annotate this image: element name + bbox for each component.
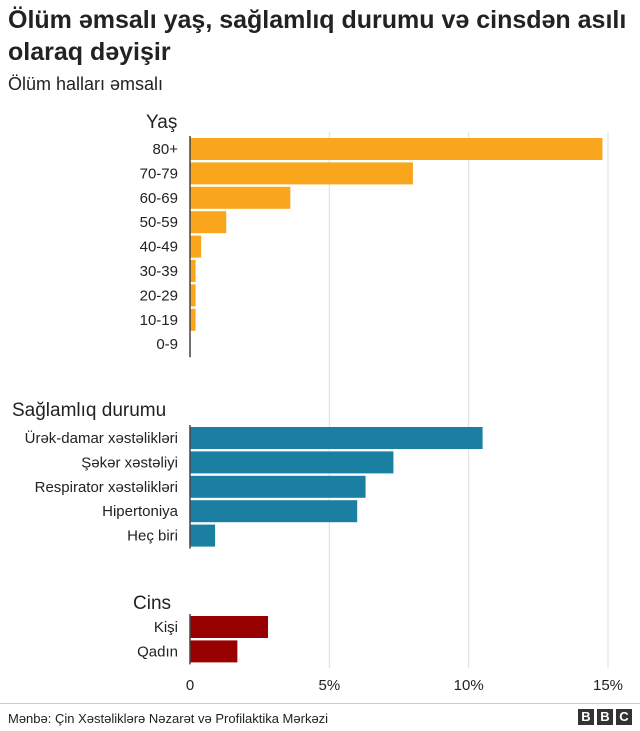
category-label: Respirator xəstəlikləri bbox=[35, 479, 178, 496]
footer-divider bbox=[0, 703, 640, 704]
category-label: 10-19 bbox=[140, 312, 178, 329]
source-note: Mənbə: Çin Xəstəliklərə Nəzarət və Profi… bbox=[8, 711, 329, 726]
x-tick-label: 0 bbox=[186, 677, 194, 694]
bar-chart: Yaş 80+ 70-79 60-69 50-59 40-49 30-39 20-29 10-1… bbox=[12, 112, 623, 694]
category-label: 70-79 bbox=[140, 165, 178, 182]
bar bbox=[190, 616, 269, 638]
group-header: Cins bbox=[133, 593, 171, 614]
x-tick-label: 5% bbox=[318, 677, 340, 694]
bar bbox=[190, 284, 196, 307]
bar bbox=[190, 162, 413, 185]
category-label: Hipertoniya bbox=[102, 503, 179, 520]
bar bbox=[190, 211, 227, 234]
bar bbox=[190, 138, 603, 160]
category-label: Şəkər xəstəliyi bbox=[81, 454, 178, 471]
category-label: 40-49 bbox=[140, 239, 178, 256]
category-label: 80+ bbox=[153, 141, 179, 158]
category-label: 60-69 bbox=[140, 190, 178, 207]
bar bbox=[190, 500, 358, 523]
category-label: Ürək-damar xəstəlikləri bbox=[25, 429, 178, 447]
bbc-logo-letter: B bbox=[597, 709, 613, 725]
x-tick-label: 15% bbox=[593, 677, 623, 694]
category-label: 0-9 bbox=[156, 336, 178, 353]
bbc-logo: B B C bbox=[578, 709, 632, 725]
category-label: 20-29 bbox=[140, 287, 178, 304]
group-header: Sağlamlıq durumu bbox=[12, 400, 166, 421]
bar bbox=[190, 524, 216, 547]
bar bbox=[190, 235, 202, 258]
category-label: Heç biri bbox=[127, 528, 178, 545]
bar bbox=[190, 427, 483, 449]
x-tick-label: 10% bbox=[454, 677, 484, 694]
category-label: 50-59 bbox=[140, 214, 178, 231]
bar bbox=[190, 451, 394, 474]
chart-title: Ölüm əmsalı yaş, sağlamlıq durumu və cin… bbox=[8, 6, 627, 66]
bar bbox=[190, 260, 196, 282]
category-label: Qadın bbox=[137, 643, 178, 660]
bar bbox=[190, 475, 366, 498]
category-label: Kişi bbox=[154, 619, 178, 636]
group-header: Yaş bbox=[146, 112, 177, 133]
bbc-logo-letter: B bbox=[578, 709, 594, 725]
bar bbox=[190, 640, 238, 663]
bar bbox=[190, 308, 196, 331]
category-label: 30-39 bbox=[140, 263, 178, 280]
chart-subtitle: Ölüm halları əmsalı bbox=[8, 74, 164, 94]
bbc-logo-letter: C bbox=[616, 709, 632, 725]
bar bbox=[190, 186, 291, 209]
